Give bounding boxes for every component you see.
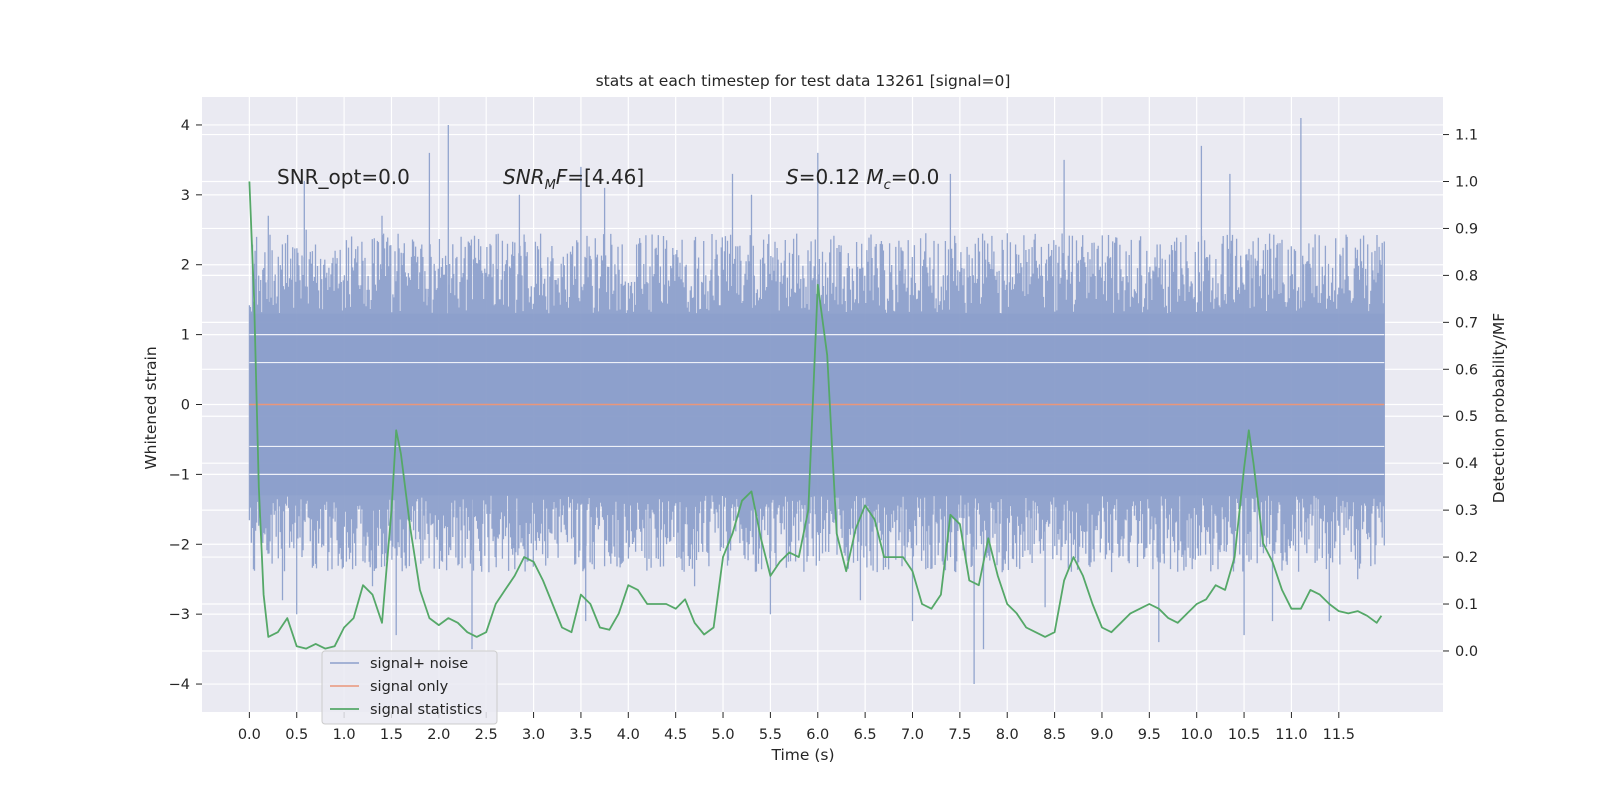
y2-tick-label: 1.1 [1455, 128, 1478, 144]
y-tick-label: −4 [169, 677, 190, 693]
x-tick-label: 10.5 [1228, 727, 1260, 743]
x-tick-label: 11.5 [1323, 727, 1355, 743]
legend-label-signal-only: signal only [370, 679, 449, 695]
y2-tick-label: 0.7 [1455, 315, 1478, 331]
x-axis-label: Time (s) [770, 746, 834, 764]
legend-label-signal-statistics: signal statistics [370, 702, 482, 718]
right-axis-ticks: 1.1 1.0 0.9 0.8 0.7 0.6 0.5 0.4 0.3 0.2 0.1 0.0 [1443, 128, 1478, 660]
x-tick-label: 0.5 [285, 727, 308, 743]
y2-tick-label: 0.4 [1455, 456, 1478, 472]
line-layer [248, 181, 1385, 650]
x-tick-label: 5.0 [711, 727, 734, 743]
series-signal-statistics [248, 181, 1383, 650]
legend-label-signal-noise: signal+ noise [370, 656, 468, 672]
x-tick-label: 4.0 [617, 727, 640, 743]
x-tick-label: 3.0 [522, 727, 545, 743]
x-tick-label: 1.5 [380, 727, 403, 743]
x-tick-label: 7.0 [901, 727, 924, 743]
x-tick-label: 0.0 [238, 727, 261, 743]
y2-tick-label: 0.1 [1455, 597, 1478, 613]
y-tick-label: −3 [169, 607, 190, 623]
y2-tick-label: 0.0 [1455, 644, 1478, 660]
x-tick-label: 8.0 [996, 727, 1019, 743]
y2-axis-label: Detection probability/MF [1490, 313, 1508, 504]
y-tick-label: 0 [181, 398, 190, 414]
annotations: SNR_opt=0.0 SNRMF=[4.46] S=0.12 Mc=0.0 [277, 165, 939, 193]
annotation-snr-mf: SNRMF=[4.46] [503, 165, 644, 193]
x-tick-label: 8.5 [1043, 727, 1066, 743]
y-tick-label: −1 [169, 467, 190, 483]
plot-area [202, 97, 1443, 712]
annotation-s-mc: S=0.12 Mc=0.0 [786, 165, 939, 193]
y-tick-label: −2 [169, 537, 190, 553]
x-tick-label: 1.0 [333, 727, 356, 743]
x-tick-label: 7.5 [948, 727, 971, 743]
x-tick-label: 6.5 [854, 727, 877, 743]
y2-tick-label: 0.9 [1455, 221, 1478, 237]
x-tick-label: 9.0 [1090, 727, 1113, 743]
x-axis-ticks: 0.0 0.5 1.0 1.5 2.0 2.5 3.0 3.5 4.0 4.5 5.0 5.5 6.0 6… [238, 712, 1355, 743]
y2-tick-label: 0.8 [1455, 268, 1478, 284]
x-tick-label: 10.0 [1181, 727, 1213, 743]
x-tick-label: 2.5 [475, 727, 498, 743]
annotation-snr-opt: SNR_opt=0.0 [277, 165, 410, 189]
y-tick-label: 3 [181, 188, 190, 204]
y2-tick-label: 0.3 [1455, 503, 1478, 519]
chart-title: stats at each timestep for test data 132… [596, 72, 1011, 90]
x-tick-label: 5.5 [759, 727, 782, 743]
y2-tick-label: 0.2 [1455, 550, 1478, 566]
y-tick-label: 4 [181, 118, 190, 134]
y2-tick-label: 0.6 [1455, 362, 1478, 378]
x-tick-label: 3.5 [569, 727, 592, 743]
left-axis-ticks: 4 3 2 1 0 −1 −2 −3 −4 [169, 118, 202, 693]
y2-tick-label: 0.5 [1455, 409, 1478, 425]
y2-tick-label: 1.0 [1455, 175, 1478, 191]
legend: signal+ noise signal only signal statist… [321, 650, 498, 725]
y-tick-label: 1 [181, 328, 190, 344]
x-tick-label: 9.5 [1138, 727, 1161, 743]
y-axis-label: Whitened strain [142, 346, 160, 469]
x-tick-label: 2.0 [427, 727, 450, 743]
legend-box [321, 650, 498, 725]
x-tick-label: 4.5 [664, 727, 687, 743]
x-tick-label: 11.0 [1275, 727, 1307, 743]
x-tick-label: 6.0 [806, 727, 829, 743]
y-tick-label: 2 [181, 258, 190, 274]
